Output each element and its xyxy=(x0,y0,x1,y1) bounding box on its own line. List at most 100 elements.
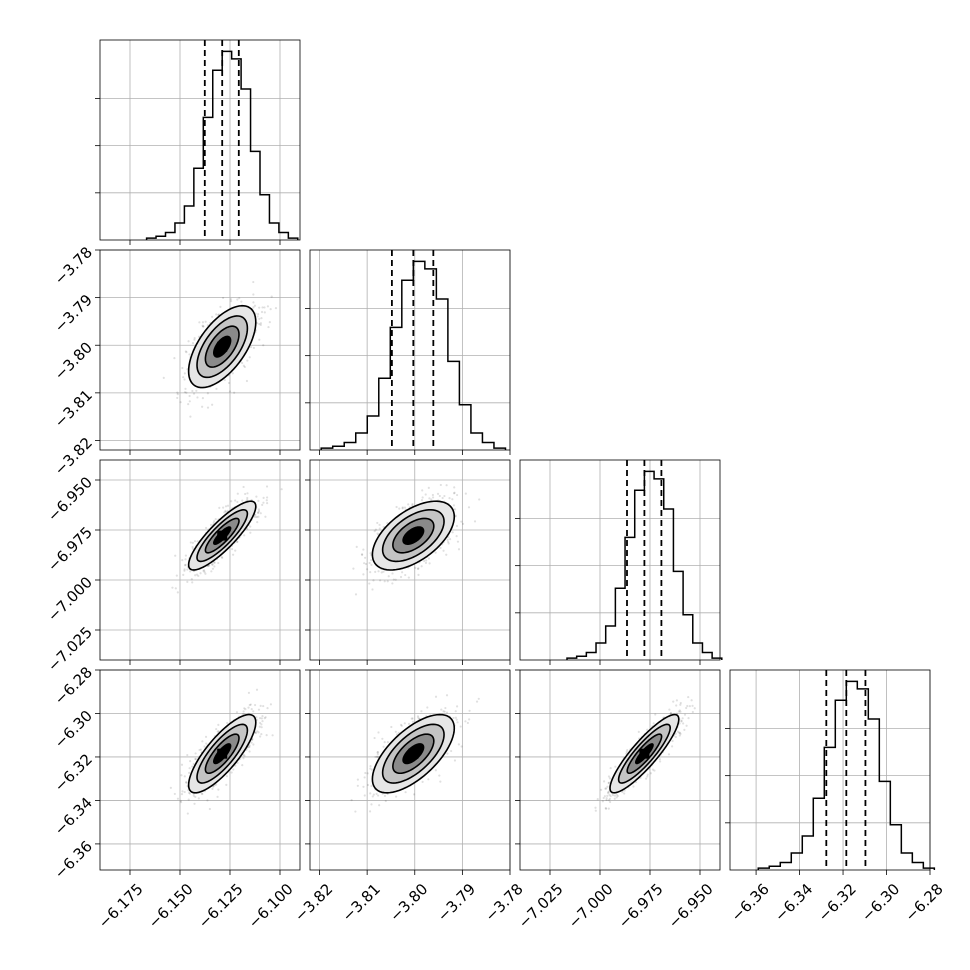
scatter-point xyxy=(217,561,220,565)
panel-frame xyxy=(99,249,301,451)
scatter-point xyxy=(602,780,606,783)
scatter-point xyxy=(608,777,611,780)
histogram-panel-0 xyxy=(95,39,301,245)
scatter-point xyxy=(243,365,246,369)
scatter-point xyxy=(192,762,195,766)
scatter-point xyxy=(375,792,378,795)
scatter-point xyxy=(193,802,196,805)
scatter-point xyxy=(443,494,446,498)
scatter-point xyxy=(258,306,261,309)
scatter-point xyxy=(449,537,452,541)
scatter-point xyxy=(368,582,371,585)
scatter-point xyxy=(382,525,385,529)
scatter-point xyxy=(262,501,265,504)
scatter-point xyxy=(607,781,610,785)
scatter-point xyxy=(188,353,191,356)
scatter-point xyxy=(378,804,381,807)
scatter-point xyxy=(262,496,265,499)
scatter-point xyxy=(369,792,372,795)
scatter-point xyxy=(208,807,211,811)
scatter-point xyxy=(414,566,417,569)
scatter-point xyxy=(183,378,186,381)
scatter-point xyxy=(365,568,369,571)
scatter-point xyxy=(678,731,681,734)
scatter-point xyxy=(189,541,192,544)
scatter-point xyxy=(187,403,190,406)
scatter-point xyxy=(455,705,459,708)
scatter-point xyxy=(252,293,255,296)
scatter-point xyxy=(686,704,689,708)
scatter-point xyxy=(250,708,253,711)
scatter-point xyxy=(242,364,245,367)
scatter-point xyxy=(254,515,257,519)
scatter-point xyxy=(213,561,216,564)
panel-frame xyxy=(519,669,721,871)
scatter-point xyxy=(174,554,177,557)
scatter-point xyxy=(615,796,618,799)
scatter-point xyxy=(356,778,359,781)
contour-line xyxy=(196,315,249,379)
scatter-point xyxy=(261,503,264,506)
scatter-point xyxy=(217,313,220,317)
scatter-point xyxy=(428,562,431,565)
scatter-point xyxy=(223,378,226,382)
scatter-point xyxy=(430,498,433,501)
scatter-point xyxy=(181,366,184,370)
scatter-point xyxy=(243,534,246,537)
scatter-point xyxy=(217,788,220,791)
scatter-point xyxy=(257,499,260,503)
contour-line xyxy=(187,713,257,794)
scatter-point xyxy=(216,730,219,733)
density-peak xyxy=(217,748,228,759)
scatter-point xyxy=(601,800,604,803)
scatter-point xyxy=(199,748,203,751)
scatter-point xyxy=(461,522,465,525)
scatter-point xyxy=(609,767,612,770)
scatter-point xyxy=(182,376,185,379)
scatter-point xyxy=(454,710,457,713)
x-tick-label: −6.30 xyxy=(858,880,903,925)
scatter-point xyxy=(649,772,652,775)
scatter-point xyxy=(407,722,411,726)
scatter-point xyxy=(215,387,218,390)
scatter-point xyxy=(680,719,683,722)
scatter-point xyxy=(187,798,190,801)
scatter-point xyxy=(438,774,441,777)
contour-line xyxy=(402,526,425,546)
scatter-point xyxy=(193,337,196,340)
scatter-point xyxy=(210,570,213,573)
scatter-point xyxy=(426,706,429,709)
scatter-point xyxy=(269,703,272,706)
scatter-point xyxy=(183,775,186,778)
scatter-point xyxy=(364,562,368,566)
scatter-point xyxy=(431,496,435,499)
scatter-panel-3-0 xyxy=(95,669,301,875)
scatter-point xyxy=(604,807,607,810)
scatter-point xyxy=(257,708,261,711)
scatter-point xyxy=(192,392,196,395)
scatter-point xyxy=(372,579,375,582)
x-tick-label: −6.28 xyxy=(902,880,947,925)
scatter-point xyxy=(265,485,269,488)
scatter-point xyxy=(679,710,682,713)
scatter-point xyxy=(211,563,214,566)
scatter-point xyxy=(387,575,390,578)
scatter-point xyxy=(369,552,372,555)
scatter-point xyxy=(216,795,219,798)
scatter-point xyxy=(374,528,378,531)
scatter-point xyxy=(203,745,206,748)
scatter-point xyxy=(191,581,194,584)
scatter-point xyxy=(209,523,213,526)
scatter-point xyxy=(377,794,380,797)
scatter-point xyxy=(403,506,407,509)
scatter-point xyxy=(407,503,410,506)
scatter-point xyxy=(257,510,261,513)
scatter-point xyxy=(420,498,424,502)
scatter-point xyxy=(464,492,467,495)
scatter-point xyxy=(179,401,182,404)
scatter-point xyxy=(257,515,260,518)
scatter-point xyxy=(608,797,612,800)
contour-line xyxy=(212,743,232,765)
x-tick-label: −3.80 xyxy=(386,880,431,925)
scatter-point xyxy=(370,784,373,788)
